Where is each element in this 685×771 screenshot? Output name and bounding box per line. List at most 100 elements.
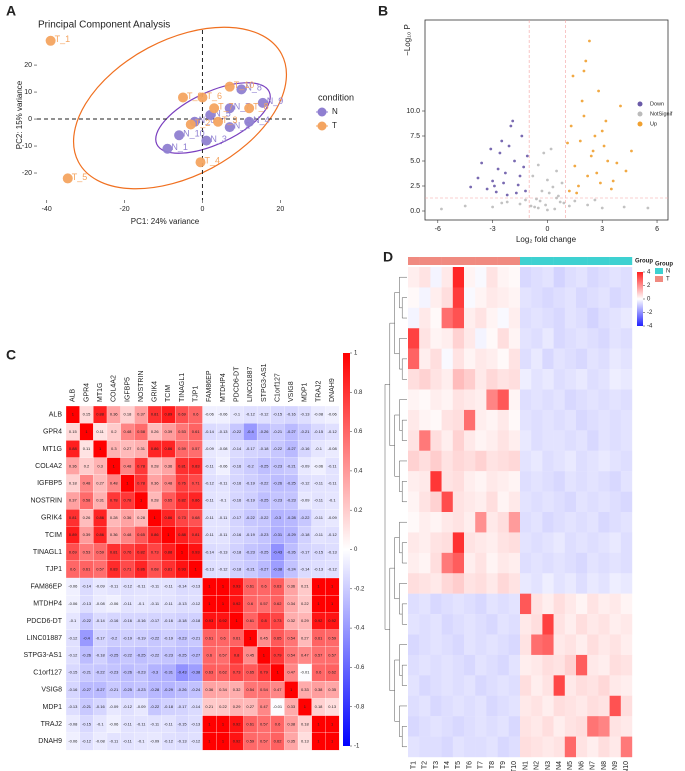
heat-cell xyxy=(542,654,554,676)
cell-value: 0.65 xyxy=(246,670,255,675)
heat-cell xyxy=(430,389,442,411)
cell-value: -0.11 xyxy=(328,463,338,468)
heat-cell xyxy=(520,532,532,554)
heat-cell xyxy=(441,634,453,656)
heat-cell xyxy=(452,328,465,349)
cell-value: 0.86 xyxy=(96,515,105,520)
heat-cell xyxy=(620,267,633,288)
row-label: VSIG8 xyxy=(41,687,62,694)
cell-value: 0.73 xyxy=(233,670,242,675)
point xyxy=(195,157,206,168)
cell-value: -0.13 xyxy=(328,549,338,554)
colorbar-label: 0 xyxy=(647,297,651,303)
heat-cell xyxy=(430,267,442,288)
column-label: NOSTRIN xyxy=(138,371,145,403)
heat-cell xyxy=(576,369,588,390)
heat-cell xyxy=(464,348,476,370)
cell-value: 1 xyxy=(317,738,320,743)
point xyxy=(469,185,473,189)
column-label: N2 xyxy=(534,761,541,770)
group-cell xyxy=(430,257,442,265)
cell-value: -0.14 xyxy=(205,549,215,554)
heat-cell xyxy=(486,471,498,492)
cell-value: -0.25 xyxy=(123,687,133,692)
cell-value: -0.13 xyxy=(205,566,215,571)
heat-cell xyxy=(441,328,453,349)
heat-cell xyxy=(430,593,442,615)
heat-cell xyxy=(508,716,521,737)
heat-cell xyxy=(486,736,498,758)
point xyxy=(611,179,615,183)
row-label: C1orf127 xyxy=(33,669,62,676)
heat-cell xyxy=(553,593,565,615)
cell-value: -0.09 xyxy=(96,584,106,589)
heat-cell xyxy=(587,409,599,431)
cell-value: -0.14 xyxy=(82,584,92,589)
heat-cell xyxy=(587,287,599,309)
point-label: N_4 xyxy=(253,115,270,125)
heat-cell xyxy=(531,369,543,390)
legend-label: Up xyxy=(650,121,657,127)
point xyxy=(540,189,544,193)
heat-cell xyxy=(531,328,543,349)
cell-value: 0.73 xyxy=(151,549,160,554)
cell-value: -0.27 xyxy=(287,446,297,451)
row-label: MTDHP4 xyxy=(33,601,62,608)
cell-value: 0.33 xyxy=(301,687,310,692)
cell-value: -0.19 xyxy=(246,498,256,503)
group-cell xyxy=(452,257,465,265)
heat-cell xyxy=(564,471,577,492)
heat-cell xyxy=(497,634,509,656)
heat-cell xyxy=(553,348,565,370)
heat-cell xyxy=(531,267,543,288)
point xyxy=(646,206,650,210)
dendrogram-branch xyxy=(399,399,407,431)
y-tick-label: 2.5 xyxy=(410,183,420,190)
cell-value: -0.25 xyxy=(259,463,269,468)
cell-value: -0.17 xyxy=(246,446,256,451)
point xyxy=(533,205,537,209)
cell-value: -0.08 xyxy=(328,446,338,451)
row-label: TJP1 xyxy=(46,566,62,573)
column-label: T8 xyxy=(489,761,496,769)
cell-value: 0.58 xyxy=(137,429,146,434)
heat-cell xyxy=(609,532,621,554)
heat-cell xyxy=(452,695,465,717)
cell-value: 0.26 xyxy=(151,429,160,434)
group-cell xyxy=(542,257,554,265)
x-tick-label: 6 xyxy=(655,226,659,233)
heat-cell xyxy=(576,634,588,656)
heat-cell xyxy=(441,430,453,451)
heat-cell xyxy=(452,307,465,329)
column-label: TRAJ2 xyxy=(315,381,322,403)
column-label: TCIM xyxy=(165,385,172,402)
heat-cell xyxy=(408,409,420,431)
column-label: LINC01887 xyxy=(247,366,254,402)
heat-cell xyxy=(497,695,509,717)
cell-value: -0.23 xyxy=(109,670,119,675)
column-label: ALB xyxy=(70,388,77,402)
heat-cell xyxy=(542,430,554,451)
cell-value: -0.38 xyxy=(191,670,201,675)
heat-cell xyxy=(553,614,565,635)
cell-value: 0.71 xyxy=(192,480,201,485)
heat-cell xyxy=(508,491,521,513)
heat-cell xyxy=(531,552,543,574)
point xyxy=(522,165,526,169)
heat-cell xyxy=(475,654,487,676)
legend-marker xyxy=(317,121,327,131)
column-label: N8 xyxy=(601,761,608,770)
heat-cell xyxy=(419,634,431,656)
heat-cell xyxy=(508,573,521,594)
heat-cell xyxy=(598,675,610,696)
cell-value: -0.25 xyxy=(287,480,297,485)
heat-cell xyxy=(497,430,509,451)
heat-cell xyxy=(542,307,554,329)
cell-value: -0.22 xyxy=(232,429,242,434)
cell-value: -0.18 xyxy=(300,532,310,537)
point-label: N_9 xyxy=(267,96,284,106)
point xyxy=(577,184,580,188)
cell-value: -0.11 xyxy=(109,584,119,589)
heat-cell xyxy=(452,573,465,594)
heat-cell xyxy=(576,593,588,615)
